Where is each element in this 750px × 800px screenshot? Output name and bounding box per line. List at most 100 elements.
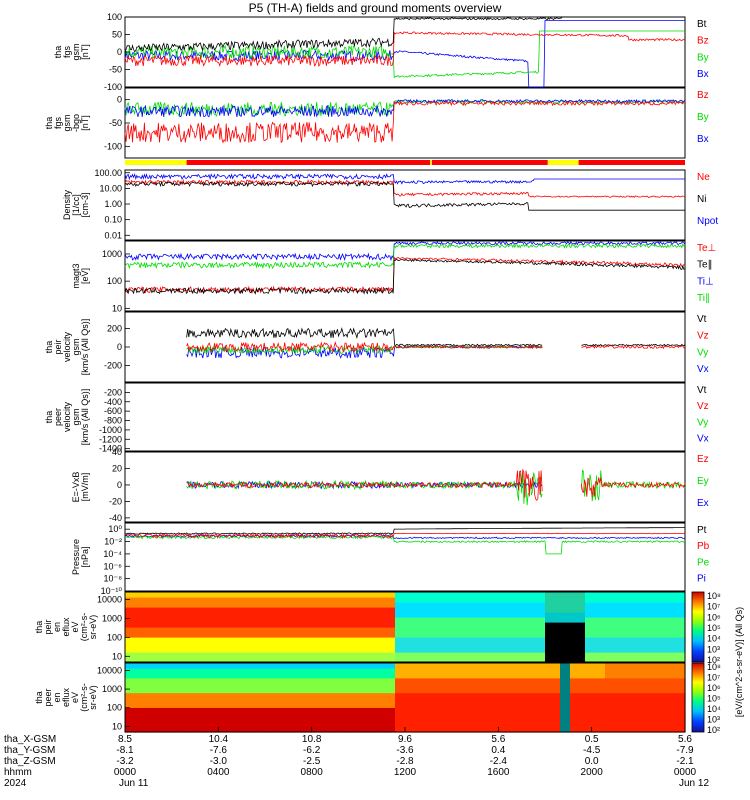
spectrogram-cell — [520, 642, 526, 648]
spectrogram-cell — [405, 637, 411, 643]
spectrogram-cell — [470, 712, 476, 718]
spectrogram-cell — [570, 712, 576, 718]
spectrogram-cell — [185, 702, 191, 708]
spectrogram-cell — [615, 607, 621, 613]
spectrogram-cell — [360, 697, 366, 704]
spectrogram-cell — [365, 667, 371, 674]
spectrogram-cell — [355, 617, 361, 623]
spectrogram-cell — [160, 717, 166, 723]
spectrogram-cell — [510, 627, 516, 633]
spectrogram-cell — [125, 642, 131, 648]
spectrogram-cell — [170, 592, 176, 598]
spectrogram-cell — [445, 727, 451, 733]
spectrogram-cell — [210, 697, 216, 704]
spectrogram-cell — [460, 707, 466, 713]
spectrogram-cell — [365, 697, 371, 704]
y-label-line: [km/s (All Qs)] — [80, 319, 90, 376]
spectrogram-cell — [380, 692, 386, 699]
y-label-line: gsm — [62, 114, 72, 131]
spectrogram-cell — [510, 663, 516, 669]
spectrogram-cell — [540, 727, 546, 733]
spectrogram-cell — [675, 702, 681, 708]
spectrogram-cell — [450, 602, 456, 608]
spectrogram-cell — [660, 607, 666, 613]
spectrogram-cell — [595, 692, 601, 699]
spectrogram-cell — [320, 632, 326, 638]
spectrogram-cell — [285, 607, 291, 613]
spectrogram-cell — [580, 727, 586, 733]
spectrogram-cell — [210, 672, 216, 679]
spectrogram-cell — [650, 647, 656, 653]
spectrogram-cell — [555, 622, 561, 628]
spectrogram-cell — [205, 687, 211, 694]
spectrogram-cell — [525, 622, 531, 628]
spectrogram-cell — [675, 717, 681, 723]
spectrogram-cell — [485, 682, 491, 689]
spectrogram-cell — [420, 663, 426, 669]
spectrogram-cell — [415, 682, 421, 689]
spectrogram-cell — [235, 677, 241, 684]
spectrogram-cell — [395, 707, 401, 713]
spectrogram-cell — [495, 622, 501, 628]
spectrogram-cell — [190, 617, 196, 623]
spectrogram-cell — [220, 682, 226, 689]
spectrogram-cell — [550, 692, 556, 699]
spectrogram-cell — [345, 627, 351, 633]
spectrogram-cell — [255, 612, 261, 618]
spectrogram-cell — [590, 597, 596, 603]
spectrogram-cell — [125, 727, 131, 733]
spectrogram-cell — [550, 637, 556, 643]
spectrogram-cell — [585, 722, 591, 728]
spectrogram-cell — [460, 602, 466, 608]
spectrogram-cell — [310, 717, 316, 723]
spectrogram-cell — [575, 697, 581, 704]
spectrogram-cell — [570, 722, 576, 728]
spectrogram-cell — [590, 652, 596, 658]
spectrogram-cell — [270, 647, 276, 653]
y-label-line: tha — [34, 621, 44, 634]
spectrogram-cell — [360, 722, 366, 728]
spectrogram-cell — [195, 592, 201, 598]
spectrogram-cell — [425, 702, 431, 708]
spectrogram-cell — [285, 632, 291, 638]
spectrogram-cell — [370, 667, 376, 674]
spectrogram-cell — [275, 642, 281, 648]
spectrogram-cell — [435, 712, 441, 718]
spectrogram-cell — [385, 597, 391, 603]
spectrogram-cell — [230, 602, 236, 608]
spectrogram-cell — [240, 597, 246, 603]
spectrogram-cell — [500, 697, 506, 704]
spectrogram-cell — [395, 663, 401, 669]
spectrogram-cell — [480, 712, 486, 718]
spectrogram-cell — [355, 657, 361, 663]
spectrogram-cell — [655, 697, 661, 704]
spectrogram-cell — [230, 627, 236, 633]
spectrogram-cell — [440, 687, 446, 694]
spectrogram-cell — [210, 622, 216, 628]
spectrogram-cell — [330, 722, 336, 728]
spectrogram-cell — [320, 617, 326, 623]
spectrogram-cell — [265, 622, 271, 628]
spectrogram-cell — [500, 642, 506, 648]
spectrogram-cell — [530, 682, 536, 689]
spectrogram-cell — [665, 712, 671, 718]
spectrogram-cell — [305, 617, 311, 623]
spectrogram-cell — [495, 672, 501, 679]
spectrogram-cell — [250, 607, 256, 613]
spectrogram-cell — [565, 632, 571, 638]
spectrogram-cell — [560, 727, 566, 733]
spectrogram-cell — [325, 627, 331, 633]
spectrogram-cell — [405, 622, 411, 628]
spectrogram-cell — [300, 727, 306, 733]
spectrogram-cell — [200, 667, 206, 674]
spectrogram-cell — [545, 667, 551, 674]
ephemeris-value: 8.5 — [118, 734, 132, 745]
spectrogram-cell — [640, 652, 646, 658]
spectrogram-cell — [175, 602, 181, 608]
spectrogram-cell — [570, 652, 576, 658]
spectrogram-cell — [130, 592, 136, 598]
spectrogram-cell — [610, 617, 616, 623]
legend-entry: Vy — [697, 417, 708, 428]
spectrogram-cell — [440, 647, 446, 653]
spectrogram-cell — [330, 702, 336, 708]
